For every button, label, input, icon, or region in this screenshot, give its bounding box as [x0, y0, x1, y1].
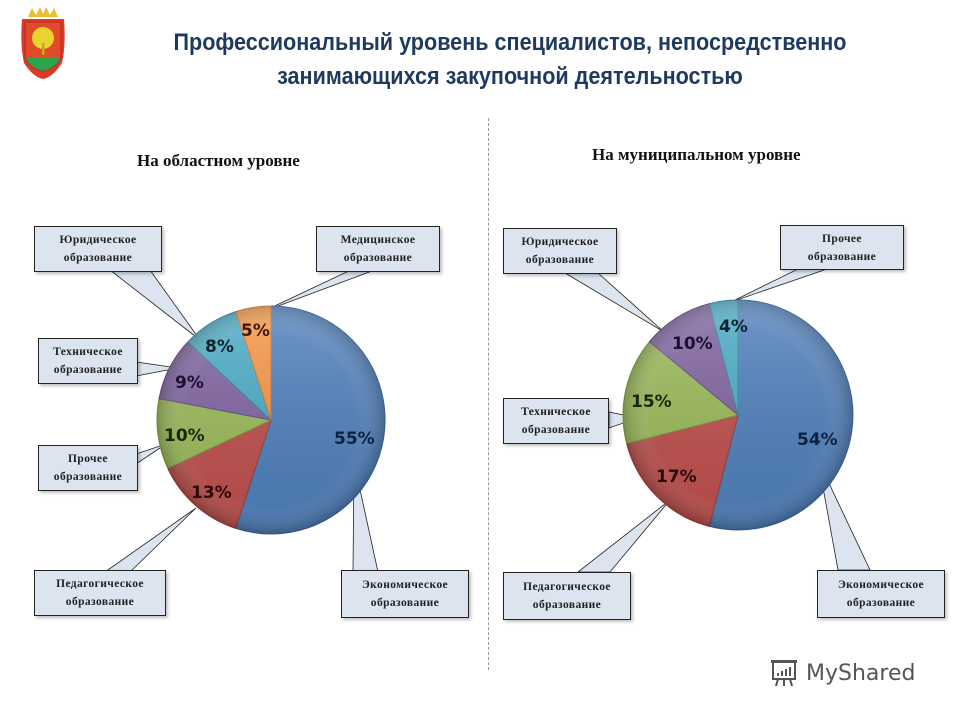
watermark: MyShared	[768, 657, 915, 689]
right-label-other: 4%	[719, 317, 748, 337]
left-label-economic: 55%	[334, 429, 375, 449]
left-callout-technical: Техническое образование	[38, 338, 138, 384]
page-title: Профессиональный уровень специалистов, н…	[132, 26, 888, 94]
right-label-economic: 54%	[797, 430, 838, 450]
section-divider	[488, 118, 489, 670]
right-pie	[622, 299, 854, 531]
title-line-1: Профессиональный уровень специалистов, н…	[173, 29, 847, 56]
right-callout-other: Прочее образование	[780, 225, 904, 270]
right-label-pedagogical: 17%	[656, 467, 697, 487]
left-callout-medical: Медицинское образование	[316, 226, 440, 272]
left-pie	[156, 305, 386, 535]
presentation-board-icon	[771, 660, 797, 687]
title-line-2: занимающихся закупочной деятельностью	[277, 63, 743, 90]
right-callout-economic: Экономическое образование	[817, 570, 945, 618]
left-callout-other: Прочее образование	[38, 445, 138, 491]
right-callout-legal: Юридическое образование	[503, 228, 617, 274]
right-callout-pedagogical: Педагогическое образование	[503, 572, 631, 620]
coat-of-arms-icon	[21, 7, 65, 79]
right-callout-pointers	[563, 267, 871, 573]
left-callout-pedagogical: Педагогическое образование	[34, 570, 166, 616]
watermark-text: MyShared	[806, 660, 916, 686]
left-callout-legal: Юридическое образование	[34, 226, 162, 272]
left-callout-economic: Экономическое образование	[341, 570, 469, 618]
left-label-other: 10%	[164, 426, 205, 446]
right-callout-technical: Техническое образование	[503, 398, 609, 444]
right-chart-title: На муниципальном уровне	[592, 145, 801, 164]
left-label-pedagogical: 13%	[191, 483, 232, 503]
left-chart-title: На областном уровне	[137, 151, 300, 170]
left-label-technical: 9%	[175, 373, 204, 393]
right-label-technical: 15%	[631, 392, 672, 412]
right-label-legal: 10%	[672, 334, 713, 354]
left-label-legal: 8%	[205, 337, 234, 357]
left-label-medical: 5%	[241, 321, 270, 341]
